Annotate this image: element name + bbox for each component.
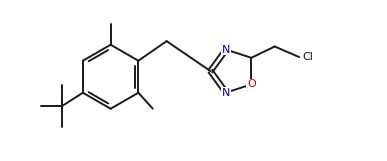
Text: O: O [247,79,256,89]
Text: N: N [222,88,230,98]
Text: Cl: Cl [302,52,313,62]
Text: N: N [222,45,230,55]
